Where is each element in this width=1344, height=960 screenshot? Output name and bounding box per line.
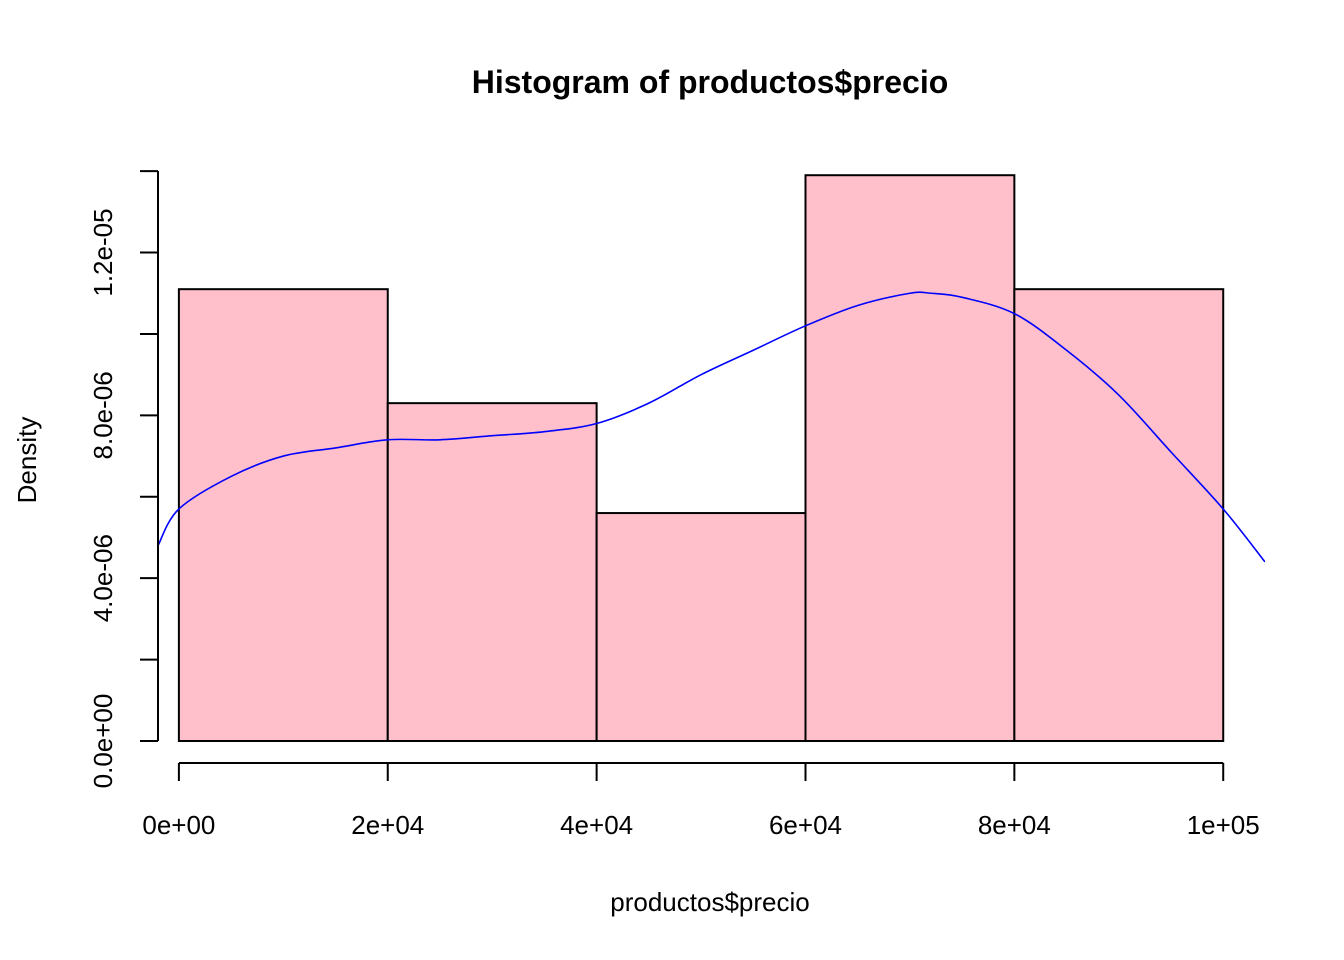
x-tick-label: 4e+04: [560, 810, 633, 840]
bars-group: [177, 174, 1225, 743]
chart-title: Histogram of productos$precio: [472, 64, 949, 100]
histogram-bar: [804, 174, 1016, 743]
histogram-bar: [1013, 288, 1225, 742]
y-tick-label: 4.0e-06: [88, 534, 118, 622]
density-line: [158, 291, 1265, 563]
y-axis: 0.0e+00 4.0e-06 8.0e-06 1.2e-05: [88, 170, 159, 789]
x-tick-label: 0e+00: [142, 810, 215, 840]
histogram-bar: [595, 512, 807, 742]
y-axis-label: Density: [12, 417, 42, 504]
y-tick-label: 1.2e-05: [88, 208, 118, 296]
x-tick-label: 8e+04: [978, 810, 1051, 840]
y-tick-label: 8.0e-06: [88, 371, 118, 459]
x-axis-label: productos$precio: [610, 887, 809, 917]
x-tick-label: 6e+04: [769, 810, 842, 840]
y-tick-label: 0.0e+00: [88, 694, 118, 789]
histogram-bar: [386, 402, 598, 742]
x-tick-label: 1e+05: [1187, 810, 1260, 840]
density-curve-group: [158, 291, 1265, 563]
x-tick-label: 2e+04: [351, 810, 424, 840]
histogram-bar: [177, 288, 389, 742]
x-axis: 0e+00 2e+04 4e+04 6e+04 8e+04 1e+05: [142, 762, 1260, 840]
